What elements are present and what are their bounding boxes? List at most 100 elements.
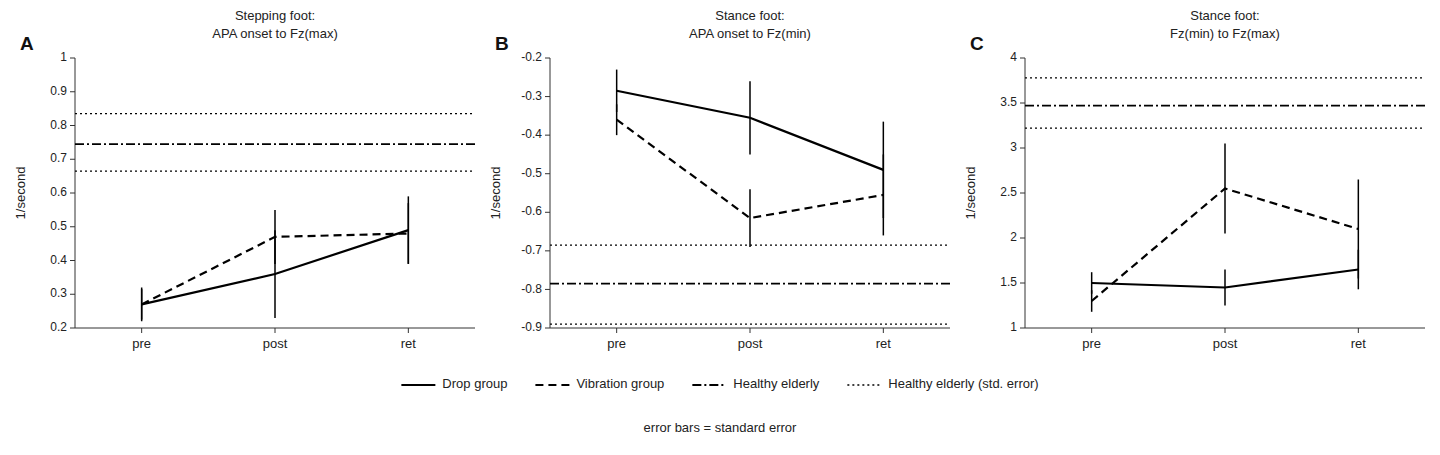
panel-label: C (970, 33, 984, 54)
y-tick (70, 58, 75, 59)
legend-swatch (535, 384, 569, 386)
x-tick-label: ret (876, 336, 892, 351)
y-tick-label: -0.7 (521, 243, 542, 257)
reference-line (1025, 77, 1425, 78)
y-tick-label: 3.5 (1000, 95, 1017, 109)
y-tick (545, 58, 550, 59)
legend-item: Drop group (401, 376, 507, 391)
legend-label: Healthy elderly (733, 376, 819, 391)
y-tick (70, 226, 75, 227)
legend-label: Vibration group (576, 376, 664, 391)
reference-line (1025, 128, 1425, 129)
plot-area (550, 70, 950, 325)
subtitle: Fz(min) to Fz(max) (1170, 26, 1280, 41)
y-tick-label: 0.7 (50, 151, 67, 165)
y-tick-label: -0.4 (521, 127, 542, 141)
reference-line (1025, 105, 1425, 107)
reference-line (550, 323, 950, 324)
panel-label: A (20, 33, 34, 54)
y-tick-label: 0.4 (50, 253, 67, 267)
y-tick (1020, 148, 1025, 149)
x-tick-label: ret (401, 336, 417, 351)
y-tick-label: 1.5 (1000, 275, 1017, 289)
y-tick-label: 3 (1010, 140, 1017, 154)
subtitle: APA onset to Fz(min) (689, 26, 811, 41)
y-tick (1020, 328, 1025, 329)
x-tick-label: pre (132, 336, 151, 351)
y-tick (70, 260, 75, 261)
y-tick-label: 1 (1010, 320, 1017, 334)
y-tick-label: -0.8 (521, 282, 542, 296)
y-tick (545, 289, 550, 290)
y-axis-label: 1/second (963, 167, 978, 220)
panel: -0.9 -0.8 -0.7 -0.6 -0.5 -0.4 -0.3 -0.2 pre post r… (488, 8, 950, 351)
y-tick-label: -0.9 (521, 320, 542, 334)
y-tick (1020, 193, 1025, 194)
y-axis (550, 58, 551, 328)
y-tick (1020, 283, 1025, 284)
x-tick (1358, 328, 1359, 333)
x-tick-label: post (263, 336, 288, 351)
y-tick (70, 125, 75, 126)
y-tick (545, 212, 550, 213)
legend-item: Healthy elderly (692, 376, 819, 391)
y-tick (545, 135, 550, 136)
legend-item: Healthy elderly (std. error) (847, 376, 1038, 391)
y-tick (545, 96, 550, 97)
x-tick (883, 328, 884, 333)
series-line (142, 234, 409, 305)
series-line (1092, 270, 1359, 288)
subtitle: APA onset to Fz(max) (212, 26, 337, 41)
x-tick-label: post (1213, 336, 1238, 351)
x-tick-label: post (738, 336, 763, 351)
panel: 0.20.30.40.50.60.70.80.91prepostret1/sec… (13, 8, 475, 351)
legend-label: Healthy elderly (std. error) (888, 376, 1038, 391)
panel: 11.522.533.54prepostret1/secondStance fo… (963, 8, 1425, 351)
y-tick (1020, 238, 1025, 239)
y-tick (70, 193, 75, 194)
y-tick-label: -0.5 (521, 166, 542, 180)
y-axis (1025, 58, 1026, 328)
y-tick-label: 0.6 (50, 185, 67, 199)
legend-swatch (692, 384, 726, 386)
y-tick (545, 173, 550, 174)
legend: Drop group Vibration group Healthy elderly… (401, 376, 1038, 391)
y-tick (545, 250, 550, 251)
y-tick (545, 328, 550, 329)
y-axis-label: 1/second (488, 167, 503, 220)
title: Stepping foot: (235, 8, 315, 23)
y-tick (70, 328, 75, 329)
legend-swatch (847, 384, 881, 385)
series-line (617, 120, 884, 218)
x-tick (408, 328, 409, 333)
x-axis (1025, 328, 1425, 329)
plot-area (1025, 78, 1425, 312)
y-tick-label: -0.6 (521, 204, 542, 218)
x-tick (275, 328, 276, 333)
x-tick-label: ret (1351, 336, 1367, 351)
y-tick-label: 0.8 (50, 118, 67, 132)
x-tick (1091, 328, 1092, 333)
y-tick-label: 0.5 (50, 219, 67, 233)
title: Stance foot: (715, 8, 784, 23)
reference-line (75, 113, 475, 114)
x-tick-label: pre (1082, 336, 1101, 351)
y-tick-label: 1 (60, 50, 67, 64)
y-tick-label: 2 (1010, 230, 1017, 244)
y-tick-label: 4 (1010, 50, 1017, 64)
error-bar (408, 203, 410, 264)
y-axis (75, 58, 76, 328)
y-tick-label: -0.3 (521, 89, 542, 103)
title: Stance foot: (1190, 8, 1259, 23)
y-tick-label: -0.2 (521, 50, 542, 64)
y-axis-label: 1/second (13, 167, 28, 220)
x-tick (141, 328, 142, 333)
panel-label: B (495, 33, 509, 54)
chart: 0.20.30.40.50.60.70.80.91prepostret1/sec… (0, 0, 1440, 455)
legend-item: Vibration group (535, 376, 664, 391)
y-tick (1020, 58, 1025, 59)
x-tick (1225, 328, 1226, 333)
x-tick-label: pre (607, 336, 626, 351)
y-tick (70, 294, 75, 295)
error-bar (408, 196, 410, 264)
